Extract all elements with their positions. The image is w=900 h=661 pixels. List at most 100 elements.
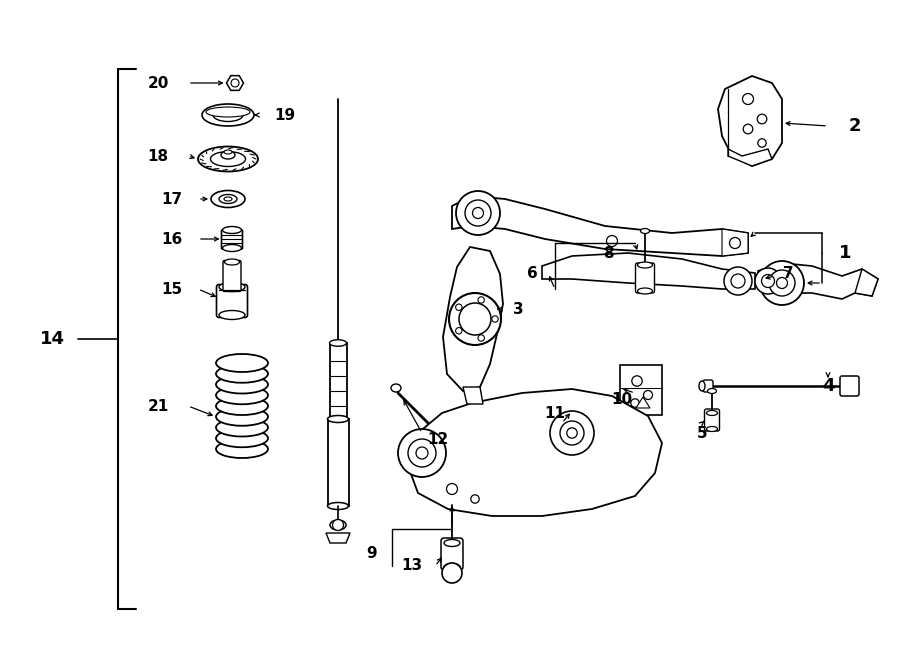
Circle shape (731, 274, 745, 288)
Polygon shape (718, 76, 782, 166)
FancyBboxPatch shape (703, 380, 713, 392)
Text: 15: 15 (161, 282, 183, 297)
Text: 7: 7 (783, 266, 793, 280)
Text: 10: 10 (611, 391, 633, 407)
Ellipse shape (219, 311, 245, 319)
Circle shape (491, 316, 499, 322)
Ellipse shape (706, 426, 717, 432)
FancyBboxPatch shape (217, 284, 248, 317)
Ellipse shape (216, 365, 268, 383)
Ellipse shape (216, 397, 268, 415)
Polygon shape (722, 229, 748, 256)
Ellipse shape (198, 147, 258, 171)
Text: 19: 19 (274, 108, 295, 122)
Circle shape (465, 200, 491, 226)
Polygon shape (758, 263, 878, 299)
Circle shape (408, 439, 436, 467)
Ellipse shape (224, 197, 232, 201)
Ellipse shape (391, 384, 401, 392)
Text: 3: 3 (513, 301, 523, 317)
FancyBboxPatch shape (635, 263, 654, 293)
Ellipse shape (213, 108, 243, 122)
Ellipse shape (216, 408, 268, 426)
Text: 4: 4 (822, 377, 834, 395)
FancyBboxPatch shape (223, 260, 241, 292)
Circle shape (472, 208, 483, 219)
Ellipse shape (219, 282, 245, 292)
Circle shape (455, 304, 462, 311)
Polygon shape (636, 397, 650, 408)
Polygon shape (443, 247, 503, 391)
Circle shape (761, 274, 775, 288)
Circle shape (456, 191, 500, 235)
Polygon shape (452, 196, 748, 256)
Circle shape (758, 139, 766, 147)
Ellipse shape (211, 190, 245, 208)
Circle shape (757, 114, 767, 124)
Text: 9: 9 (366, 545, 377, 561)
Circle shape (449, 293, 501, 345)
Ellipse shape (222, 227, 241, 233)
Text: 20: 20 (148, 75, 168, 91)
Circle shape (760, 261, 804, 305)
Ellipse shape (216, 386, 268, 405)
Text: 12: 12 (428, 432, 448, 446)
Polygon shape (326, 533, 350, 543)
Polygon shape (620, 365, 662, 415)
Ellipse shape (224, 259, 239, 265)
Circle shape (416, 447, 428, 459)
Ellipse shape (637, 288, 652, 294)
Circle shape (743, 124, 752, 134)
Circle shape (455, 328, 462, 334)
Polygon shape (728, 149, 772, 166)
Circle shape (478, 335, 484, 341)
Text: 18: 18 (148, 149, 168, 163)
Circle shape (442, 563, 462, 583)
Circle shape (332, 520, 344, 531)
Ellipse shape (329, 340, 346, 346)
Text: 17: 17 (161, 192, 183, 206)
Text: 14: 14 (40, 330, 65, 348)
Ellipse shape (206, 107, 250, 117)
Circle shape (644, 391, 652, 399)
Ellipse shape (706, 410, 717, 416)
Ellipse shape (221, 151, 235, 159)
Ellipse shape (216, 354, 268, 372)
Ellipse shape (707, 389, 716, 393)
Polygon shape (542, 253, 755, 289)
FancyBboxPatch shape (441, 538, 463, 570)
Ellipse shape (216, 418, 268, 436)
Ellipse shape (216, 440, 268, 458)
Ellipse shape (637, 262, 652, 268)
Circle shape (755, 268, 781, 294)
Circle shape (632, 376, 643, 386)
Text: 1: 1 (839, 244, 851, 262)
Text: 5: 5 (697, 426, 707, 440)
Text: 8: 8 (603, 245, 613, 260)
FancyBboxPatch shape (328, 419, 348, 506)
Polygon shape (463, 387, 483, 404)
FancyBboxPatch shape (840, 376, 859, 396)
FancyBboxPatch shape (329, 343, 346, 419)
Ellipse shape (641, 229, 650, 233)
Circle shape (777, 278, 788, 288)
Ellipse shape (216, 429, 268, 447)
Polygon shape (855, 269, 878, 296)
Ellipse shape (444, 539, 460, 547)
Circle shape (231, 79, 239, 87)
Text: 6: 6 (526, 266, 537, 280)
Text: 21: 21 (148, 399, 168, 414)
Circle shape (446, 483, 457, 494)
Ellipse shape (328, 416, 348, 422)
Text: 16: 16 (161, 231, 183, 247)
Ellipse shape (211, 151, 246, 167)
Circle shape (631, 399, 639, 407)
Text: 13: 13 (401, 559, 423, 574)
Polygon shape (408, 389, 662, 516)
Ellipse shape (202, 104, 254, 126)
Circle shape (567, 428, 577, 438)
Circle shape (769, 270, 795, 296)
Text: 2: 2 (849, 117, 861, 135)
Circle shape (550, 411, 594, 455)
Circle shape (478, 297, 484, 303)
